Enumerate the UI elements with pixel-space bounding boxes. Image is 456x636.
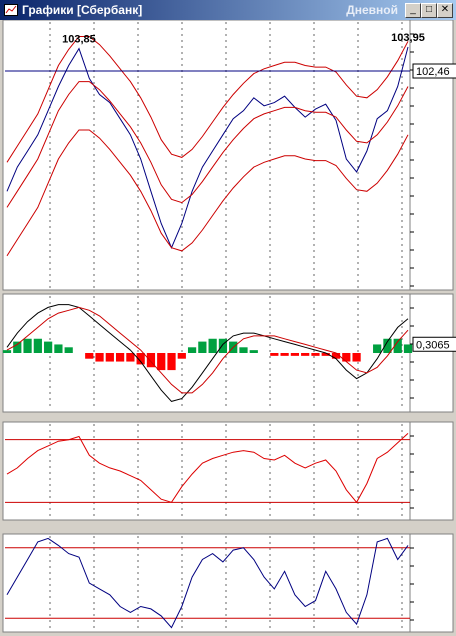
close-button[interactable]: ✕ (437, 3, 453, 18)
histogram-bar (115, 353, 125, 362)
series-line (6, 306, 409, 394)
window-title: Графики [Сбербанк] (22, 3, 143, 17)
histogram-bar (383, 338, 392, 353)
series-line (6, 433, 409, 504)
histogram-bar (239, 347, 248, 353)
title-bar: Графики [Сбербанк] Дневной _ □ ✕ (0, 0, 456, 20)
histogram-bar (167, 353, 176, 371)
histogram-bar (85, 353, 94, 359)
series-line (6, 304, 409, 402)
maximize-button[interactable]: □ (421, 3, 437, 18)
histogram-bar (208, 338, 217, 353)
panel (2, 421, 454, 521)
histogram-bar (187, 347, 197, 353)
series-line (6, 46, 409, 249)
histogram-bar (2, 350, 12, 353)
histogram-bar (331, 353, 341, 359)
histogram-bar (64, 347, 73, 353)
histogram-bar (105, 353, 114, 362)
histogram-bar (218, 338, 228, 353)
histogram-bar (54, 344, 63, 353)
histogram-bar (301, 353, 310, 356)
histogram-bar (270, 353, 279, 356)
histogram-bar (249, 350, 258, 353)
current-label: 102,46 (416, 66, 450, 78)
histogram-bar (321, 353, 330, 356)
histogram-bar (95, 353, 104, 362)
peak-label: 103,95 (391, 32, 425, 44)
histogram-bar (373, 344, 382, 353)
app-icon (4, 4, 18, 16)
histogram-bar (280, 353, 289, 356)
histogram-bar (157, 353, 166, 371)
histogram-bar (126, 353, 135, 362)
series-line (6, 36, 409, 163)
histogram-bar (403, 344, 413, 353)
histogram-bar (13, 341, 22, 353)
current-box (412, 63, 456, 79)
histogram-bar (290, 353, 300, 356)
histogram-bar (352, 353, 361, 362)
histogram-bar (23, 338, 32, 353)
charts: 103,85 103,95 102,46 0,3065 (2, 20, 456, 633)
histogram-bar (146, 353, 156, 368)
histogram-bar (342, 353, 351, 362)
series-line (6, 81, 409, 208)
histogram-bar (33, 338, 42, 353)
current-box (412, 336, 456, 352)
current-label: 0,3065 (416, 339, 450, 351)
histogram-bar (393, 338, 402, 353)
series-line (6, 129, 409, 257)
histogram-bar (136, 353, 145, 365)
peak-label: 103,85 (62, 34, 96, 46)
minimize-button[interactable]: _ (405, 3, 421, 18)
histogram-bar (44, 341, 53, 353)
panel (2, 20, 454, 291)
period[interactable]: Дневной (346, 3, 398, 17)
panel (2, 533, 454, 633)
histogram-bar (311, 353, 320, 356)
series-line (6, 537, 409, 629)
histogram-bar (198, 341, 207, 353)
histogram-bar (177, 353, 186, 359)
